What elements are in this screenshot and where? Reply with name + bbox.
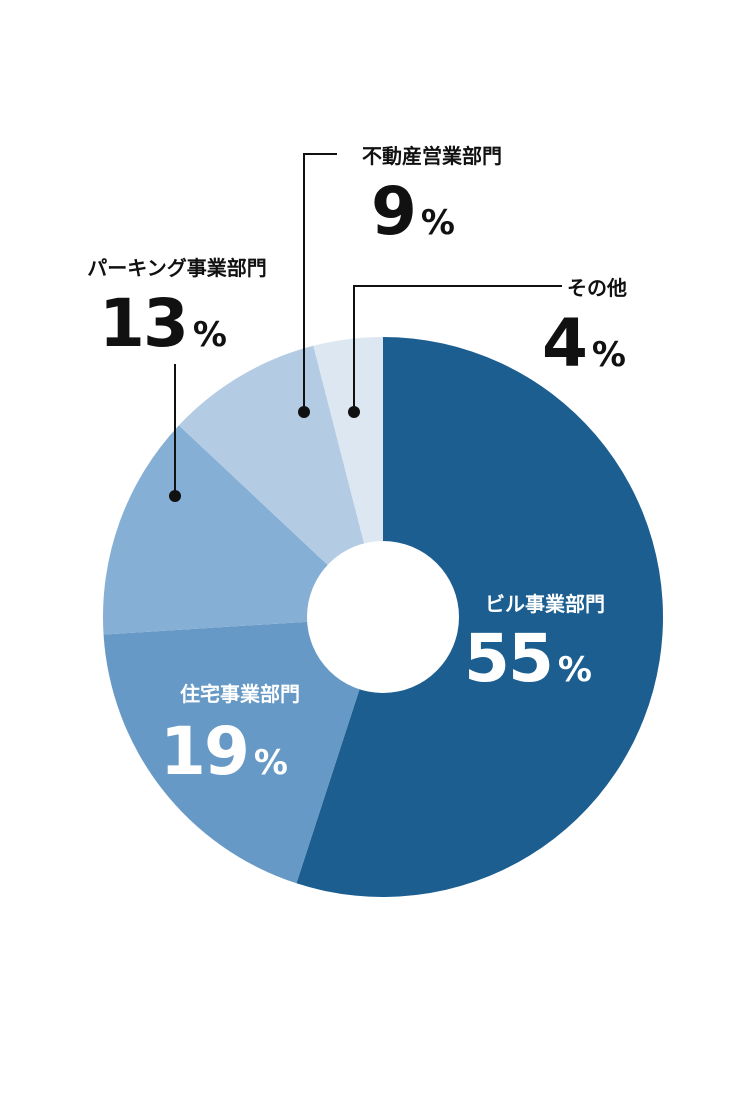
slice-label-residential: 住宅事業部門 [180,682,300,706]
slice-label-real-estate-sales: 不動産営業部門 [362,144,502,168]
leader-dot-other [348,406,360,418]
leader-lines-layer [169,153,562,502]
labels-layer: ビル事業部門 55 % 住宅事業部門 19 % パーキング事業部門 13 % 不動産営業部門 9 % そ… [87,144,627,790]
slice-value-other: 4% [542,305,626,382]
slice-building [296,337,663,897]
slice-real-estate-sales [178,345,383,617]
slice-value-parking: 13% [99,285,227,362]
slices-layer [102,337,663,897]
slice-residential [103,617,383,884]
slice-value-building: 55% [464,620,592,697]
leader-dot-parking [169,490,181,502]
slice-parking [102,425,383,635]
slice-value-residential: 19% [160,713,288,790]
leader-dot-real-estate-sales [298,406,310,418]
leader-line-real-estate-sales [303,153,337,412]
slice-label-other: その他 [567,276,627,300]
slice-label-building: ビル事業部門 [485,592,605,616]
slice-label-parking: パーキング事業部門 [87,256,266,280]
leader-line-other [353,285,562,412]
donut-hole [307,541,459,693]
slice-value-real-estate-sales: 9% [371,173,455,250]
